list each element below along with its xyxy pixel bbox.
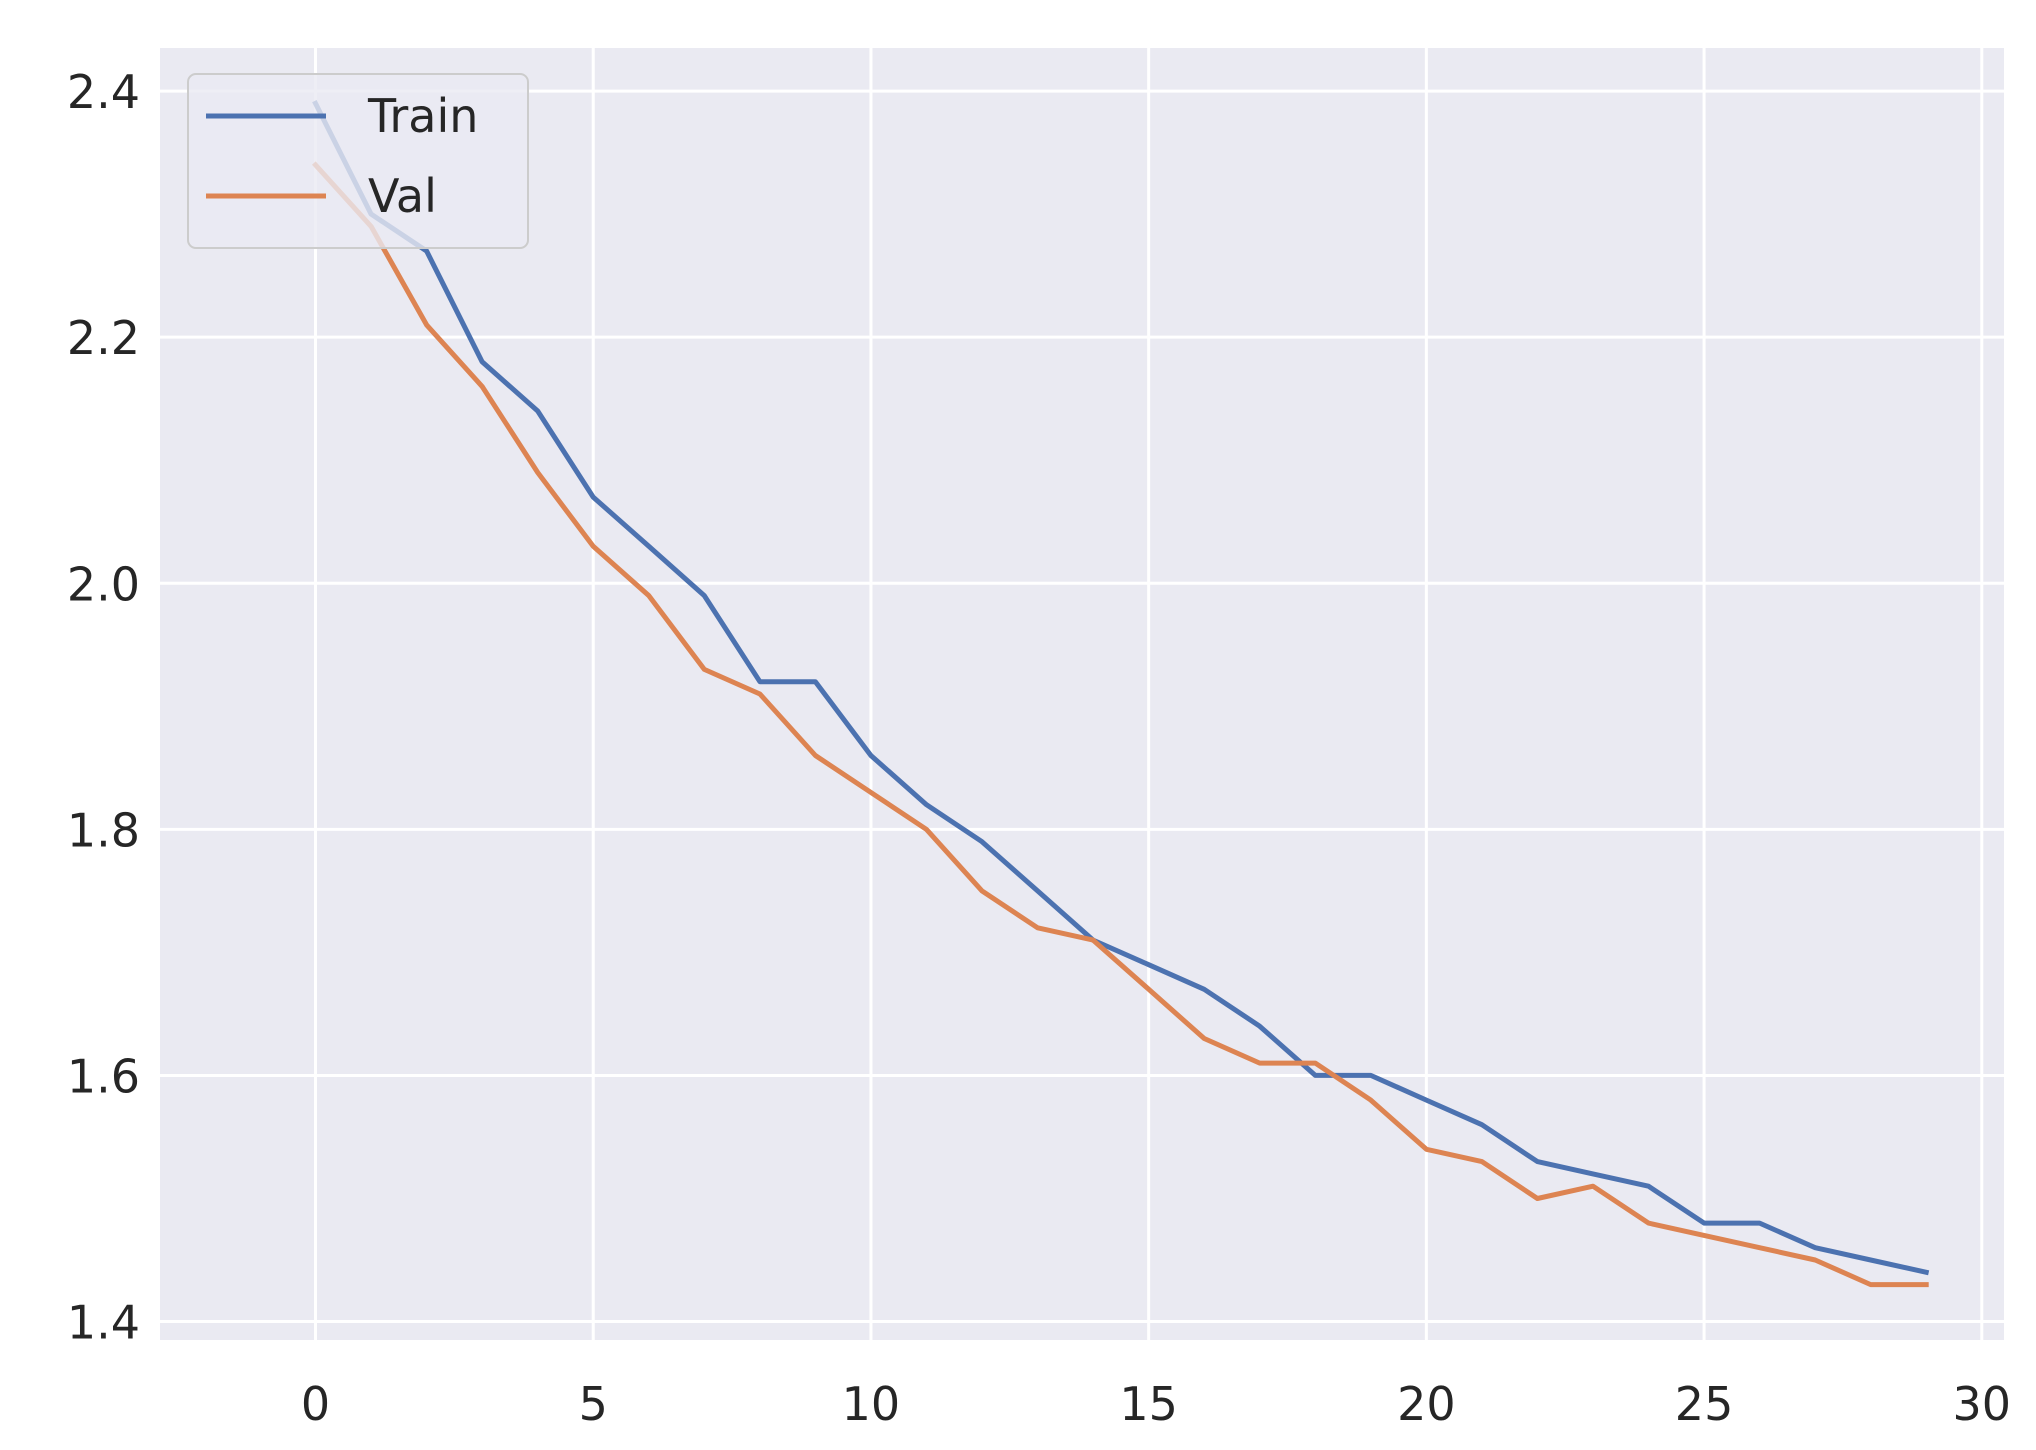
- x-tick-label: 10: [842, 1377, 901, 1431]
- x-tick-label: 30: [1953, 1377, 2012, 1431]
- y-tick-label: 2.2: [67, 311, 140, 365]
- series-lines: [311, 100, 1930, 1288]
- y-tick-label: 2.4: [67, 65, 140, 119]
- plot-background: [160, 48, 2004, 1340]
- y-tick-label: 2.0: [67, 557, 140, 611]
- y-tick-label: 1.6: [67, 1049, 140, 1103]
- x-tick-label: 20: [1397, 1377, 1456, 1431]
- legend-label-train: Train: [367, 89, 478, 143]
- legend: Train Val: [187, 73, 529, 249]
- x-tick-label: 25: [1675, 1377, 1734, 1431]
- x-tick-label: 0: [301, 1377, 330, 1431]
- tick-labels: 0 5 10 15 20 25 30 1.4 1.6 1.8 2.0 2.2 2.4: [67, 65, 2011, 1431]
- series-line-train: [312, 100, 1930, 1276]
- x-tick-label: 15: [1119, 1377, 1178, 1431]
- y-tick-label: 1.4: [67, 1296, 140, 1350]
- series-line-val: [311, 161, 1929, 1288]
- grid: [160, 48, 2004, 1340]
- x-tick-label: 5: [579, 1377, 608, 1431]
- y-tick-label: 1.8: [67, 803, 140, 857]
- legend-label-val: Val: [368, 169, 437, 223]
